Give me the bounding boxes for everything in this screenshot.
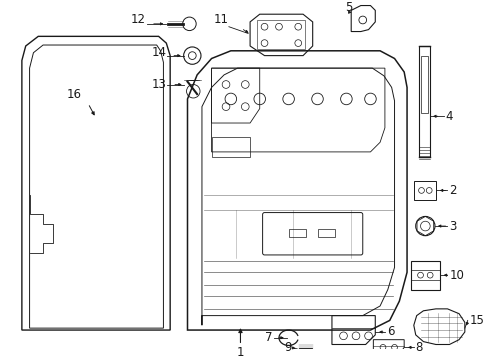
Text: 5: 5 (345, 1, 352, 14)
Text: 12: 12 (131, 13, 146, 27)
Text: 3: 3 (448, 220, 456, 233)
Text: 2: 2 (448, 184, 456, 197)
Bar (418, 46, 429, 157)
Bar (317, 229, 334, 237)
Text: 14: 14 (151, 46, 166, 59)
Bar (420, 55, 427, 113)
Bar (256, 20, 305, 49)
Text: 6: 6 (386, 325, 393, 338)
Text: 13: 13 (151, 78, 166, 91)
Text: 7: 7 (264, 331, 272, 344)
Text: 11: 11 (213, 13, 228, 27)
Text: 8: 8 (415, 341, 422, 354)
Text: 10: 10 (448, 269, 463, 282)
Text: 1: 1 (236, 346, 244, 359)
Text: 9: 9 (284, 341, 291, 354)
Text: 15: 15 (468, 314, 484, 327)
Text: 16: 16 (66, 87, 81, 101)
Text: 4: 4 (445, 110, 452, 123)
Bar (288, 229, 305, 237)
